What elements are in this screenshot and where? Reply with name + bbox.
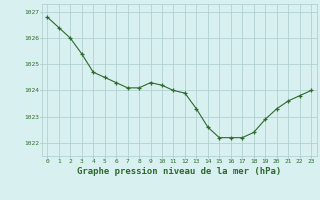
X-axis label: Graphe pression niveau de la mer (hPa): Graphe pression niveau de la mer (hPa) bbox=[77, 167, 281, 176]
